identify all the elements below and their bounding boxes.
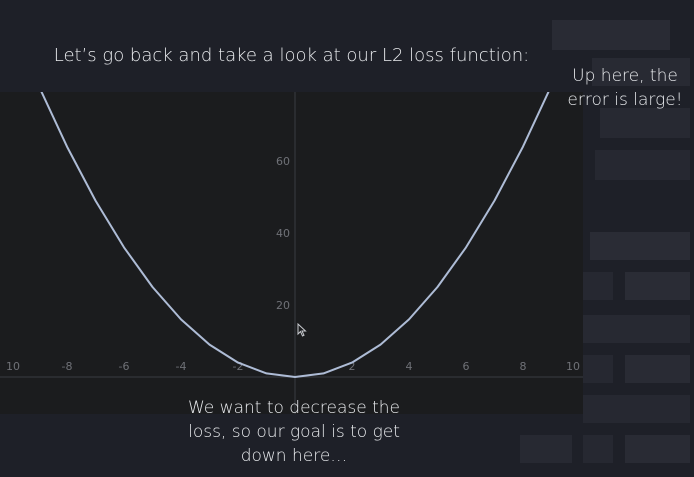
loss-curve — [40, 92, 550, 378]
x-tick-label: 10 — [566, 360, 580, 373]
x-tick-label: -8 — [62, 360, 73, 373]
loss-function-plot: 10 -8 -6 -4 -2 2 4 6 8 10 20 40 60 — [0, 92, 583, 414]
x-tick-label: -6 — [119, 360, 130, 373]
x-tick-label: -4 — [176, 360, 187, 373]
bottom-caption: We want to decrease the loss, so our goa… — [187, 398, 401, 466]
x-tick-label: 10 — [6, 360, 20, 373]
x-tick-label: 8 — [520, 360, 527, 373]
x-tick-label: 4 — [406, 360, 413, 373]
y-tick-label: 60 — [276, 155, 290, 168]
x-tick-label: -2 — [233, 360, 244, 373]
top-caption: Let’s go back and take a look at our L2 … — [53, 45, 530, 66]
y-tick-label: 40 — [276, 227, 290, 240]
y-tick-label: 20 — [276, 299, 290, 312]
side-caption: Up here, the error is large! — [567, 66, 683, 110]
graph-panel — [0, 92, 583, 414]
mouse-cursor-icon — [297, 323, 307, 337]
curve-group — [40, 92, 550, 378]
x-tick-label: 2 — [349, 360, 356, 373]
x-tick-label: 6 — [463, 360, 470, 373]
